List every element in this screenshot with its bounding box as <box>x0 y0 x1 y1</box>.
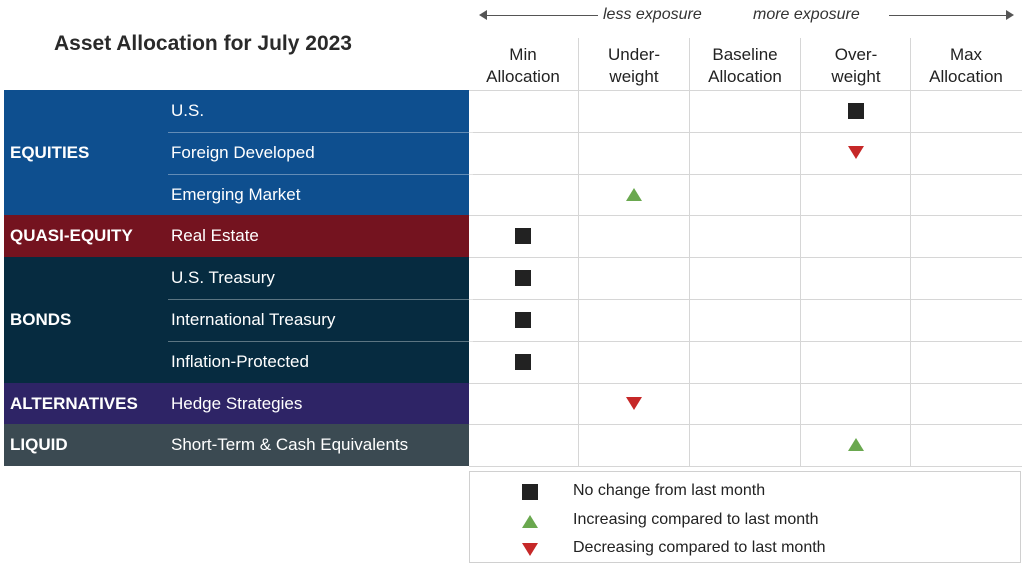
asset-group-block: ALTERNATIVES Hedge Strategies <box>4 383 469 424</box>
column-header-line1: Baseline <box>712 45 778 64</box>
more-exposure-arrowhead <box>1006 10 1014 20</box>
more-exposure-arrow-line <box>889 15 1009 16</box>
legend-label: No change from last month <box>573 482 766 499</box>
no-change-marker <box>515 353 531 370</box>
asset-group-label: EQUITIES <box>10 142 90 162</box>
asset-row-label: Real Estate <box>171 226 259 245</box>
asset-row-label: Short-Term & Cash Equivalents <box>171 435 409 454</box>
row-separator <box>168 174 473 175</box>
asset-row-label: International Treasury <box>171 310 336 329</box>
grid-row-divider <box>469 215 1022 216</box>
asset-row-label: U.S. Treasury <box>171 268 275 287</box>
legend-square-icon <box>522 484 538 500</box>
grid-row-divider <box>469 90 1022 91</box>
asset-group-label: BONDS <box>10 310 72 329</box>
asset-row-label: Emerging Market <box>171 185 301 204</box>
legend: No change from last month Increasing comp… <box>469 471 1021 563</box>
increase-marker <box>626 187 642 201</box>
column-header-line2: weight <box>609 67 659 86</box>
less-exposure-label: less exposure <box>603 6 702 23</box>
legend-label: Increasing compared to last month <box>573 510 819 528</box>
asset-row-label: U.S. <box>171 101 205 120</box>
legend-item: Increasing compared to last month <box>470 509 1020 535</box>
chart-title: Asset Allocation for July 2023 <box>54 32 352 55</box>
column-header-line1: Min <box>509 45 537 64</box>
grid-row-divider <box>469 466 1022 467</box>
grid-column-divider <box>910 38 911 466</box>
column-header: Max Allocation <box>911 44 1021 88</box>
column-header-line1: Under- <box>608 45 660 64</box>
decrease-marker <box>626 396 642 410</box>
asset-group-label: ALTERNATIVES <box>10 393 138 413</box>
decrease-marker <box>848 145 864 159</box>
asset-group-block: EQUITIES U.S. Foreign Developed Emerging Ma… <box>4 90 473 215</box>
grid-row-divider <box>469 257 1022 258</box>
no-change-marker <box>848 102 864 119</box>
column-header: Baseline Allocation <box>690 44 800 88</box>
legend-triangle-up-icon <box>522 514 538 528</box>
column-header-line1: Max <box>949 45 983 64</box>
asset-group-label: LIQUID <box>10 435 68 454</box>
row-separator <box>168 299 473 300</box>
no-change-marker <box>515 228 531 245</box>
asset-group-label: QUASI-EQUITY <box>10 226 133 245</box>
column-header: Min Allocation <box>468 44 578 88</box>
grid-row-divider <box>469 341 1022 342</box>
asset-row-label: Foreign Developed <box>171 143 315 162</box>
column-header-line1: Over- <box>834 45 878 64</box>
no-change-marker <box>515 311 531 328</box>
grid-column-divider <box>800 38 801 466</box>
legend-label: Decreasing compared to last month <box>573 539 826 556</box>
grid-column-divider <box>689 38 690 466</box>
row-separator <box>168 341 473 342</box>
legend-item: Decreasing compared to last month <box>470 537 1020 563</box>
asset-group-block: QUASI-EQUITY Real Estate <box>4 215 469 257</box>
column-header-line2: Allocation <box>486 67 560 86</box>
grid-row-divider <box>469 132 1022 133</box>
more-exposure-label: more exposure <box>753 6 860 23</box>
column-header: Over-weight <box>801 44 911 88</box>
asset-group-block: LIQUID Short-Term & Cash Equivalents <box>4 424 469 466</box>
grid-row-divider <box>469 424 1022 425</box>
increase-marker <box>848 438 864 452</box>
no-change-marker <box>515 270 531 287</box>
legend-triangle-down-icon <box>522 543 538 556</box>
less-exposure-arrow-line <box>482 15 598 16</box>
column-header: Under-weight <box>579 44 689 88</box>
row-separator <box>168 132 473 133</box>
asset-row-label: Inflation-Protected <box>171 352 309 371</box>
grid-column-divider <box>578 38 579 466</box>
column-header-line2: Allocation <box>708 67 782 86</box>
column-header-line2: Allocation <box>929 67 1003 86</box>
legend-item: No change from last month <box>470 480 1020 506</box>
column-header-line2: weight <box>831 67 881 86</box>
grid-row-divider <box>469 299 1022 300</box>
grid-row-divider <box>469 383 1022 384</box>
asset-row-label: Hedge Strategies <box>171 394 303 413</box>
grid-row-divider <box>469 174 1022 175</box>
asset-group-block: BONDS U.S. Treasury International Treasury… <box>4 257 473 383</box>
